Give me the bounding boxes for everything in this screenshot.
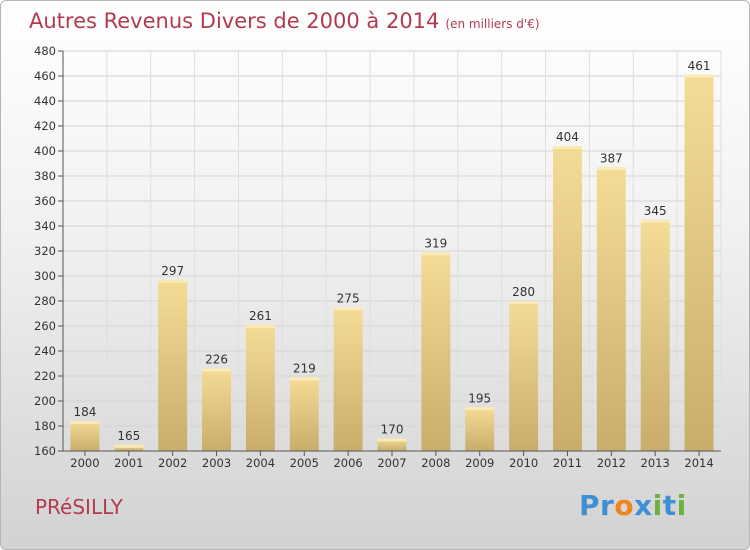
bar-highlight bbox=[465, 407, 495, 411]
x-tick-label: 2004 bbox=[246, 456, 275, 470]
value-label: 261 bbox=[249, 309, 272, 323]
logo-letter: i bbox=[676, 489, 687, 522]
y-tick-label: 380 bbox=[34, 169, 56, 183]
bar bbox=[377, 438, 407, 451]
y-tick-label: 220 bbox=[34, 369, 56, 383]
value-label: 195 bbox=[468, 391, 491, 405]
bar bbox=[245, 324, 275, 451]
y-tick-label: 400 bbox=[34, 144, 56, 158]
bar-layer bbox=[70, 74, 714, 451]
bar bbox=[596, 167, 626, 451]
value-label: 404 bbox=[556, 130, 579, 144]
bar-highlight bbox=[158, 279, 188, 283]
bar bbox=[158, 279, 188, 451]
x-tick-label: 2005 bbox=[290, 456, 319, 470]
x-tick-label: 2002 bbox=[158, 456, 187, 470]
logo-letter: i bbox=[652, 489, 663, 522]
y-tick-label: 440 bbox=[34, 94, 56, 108]
bar bbox=[114, 444, 144, 451]
y-tick-label: 480 bbox=[34, 44, 56, 58]
bar bbox=[509, 301, 539, 451]
value-label: 170 bbox=[381, 423, 404, 437]
bar bbox=[289, 377, 319, 451]
value-label: 461 bbox=[688, 59, 711, 73]
x-tick-label: 2008 bbox=[421, 456, 450, 470]
bar bbox=[640, 219, 670, 451]
y-tick-label: 180 bbox=[34, 419, 56, 433]
x-tick-label: 2007 bbox=[377, 456, 406, 470]
bar bbox=[421, 252, 451, 451]
bar bbox=[202, 368, 232, 451]
chart-subtitle: (en milliers d'€) bbox=[445, 17, 540, 31]
axis-layer: 160 180 200 220 240 260 280 300 320 340 360 380 400 4… bbox=[34, 44, 721, 470]
logo-letter: r bbox=[600, 489, 615, 522]
logo-letter: o bbox=[614, 489, 635, 522]
proxiti-logo[interactable]: Proxiti bbox=[579, 489, 687, 522]
value-label: 275 bbox=[337, 291, 360, 305]
value-label: 280 bbox=[512, 285, 535, 299]
y-tick-label: 200 bbox=[34, 394, 56, 408]
value-label: 219 bbox=[293, 361, 316, 375]
y-tick-label: 340 bbox=[34, 219, 56, 233]
y-tick-label: 260 bbox=[34, 319, 56, 333]
x-tick-label: 2000 bbox=[70, 456, 99, 470]
y-tick-label: 420 bbox=[34, 119, 56, 133]
commune-name: PRéSILLY bbox=[35, 495, 123, 519]
y-tick-label: 320 bbox=[34, 244, 56, 258]
bar-highlight bbox=[552, 146, 582, 149]
chart-title: Autres Revenus Divers de 2000 à 2014 (en … bbox=[29, 9, 540, 33]
bar-highlight bbox=[114, 444, 144, 448]
value-label: 165 bbox=[117, 429, 140, 443]
value-label: 297 bbox=[161, 264, 184, 278]
bar-highlight bbox=[245, 324, 275, 328]
value-label: 184 bbox=[73, 405, 96, 419]
bar-highlight bbox=[70, 421, 100, 424]
logo-letter: P bbox=[579, 489, 601, 522]
x-tick-label: 2013 bbox=[641, 456, 670, 470]
x-tick-label: 2011 bbox=[553, 456, 582, 470]
y-tick-label: 300 bbox=[34, 269, 56, 283]
bar-highlight bbox=[684, 74, 714, 78]
bar-highlight bbox=[202, 368, 232, 372]
y-tick-label: 160 bbox=[34, 444, 56, 458]
x-tick-label: 2001 bbox=[114, 456, 143, 470]
bar-highlight bbox=[640, 219, 670, 223]
y-tick-label: 240 bbox=[34, 344, 56, 358]
x-tick-label: 2003 bbox=[202, 456, 231, 470]
bar bbox=[684, 74, 714, 451]
bar bbox=[333, 307, 363, 451]
bar bbox=[465, 407, 495, 451]
bar-highlight bbox=[289, 377, 319, 381]
bar-highlight bbox=[596, 167, 626, 171]
x-tick-label: 2010 bbox=[509, 456, 538, 470]
label-layer: 184 165 297 226 261 219 275 170 319 195 280 404 387 3… bbox=[73, 59, 710, 443]
x-tick-label: 2006 bbox=[333, 456, 362, 470]
bar-highlight bbox=[333, 307, 363, 311]
y-tick-label: 280 bbox=[34, 294, 56, 308]
logo-letter: t bbox=[662, 489, 677, 522]
y-tick-label: 360 bbox=[34, 194, 56, 208]
value-label: 345 bbox=[644, 204, 667, 218]
x-tick-label: 2012 bbox=[597, 456, 626, 470]
x-tick-label: 2014 bbox=[684, 456, 713, 470]
bar bbox=[552, 146, 582, 451]
logo-letter: x bbox=[634, 489, 653, 522]
y-tick-label: 460 bbox=[34, 69, 56, 83]
bar bbox=[70, 421, 100, 451]
bar-highlight bbox=[421, 252, 451, 256]
value-label: 226 bbox=[205, 353, 228, 367]
chart-title-text: Autres Revenus Divers de 2000 à 2014 bbox=[29, 9, 440, 33]
bar-highlight bbox=[509, 301, 539, 304]
value-label: 319 bbox=[424, 236, 447, 250]
x-tick-label: 2009 bbox=[465, 456, 494, 470]
bar-highlight bbox=[377, 438, 407, 442]
value-label: 387 bbox=[600, 151, 623, 165]
